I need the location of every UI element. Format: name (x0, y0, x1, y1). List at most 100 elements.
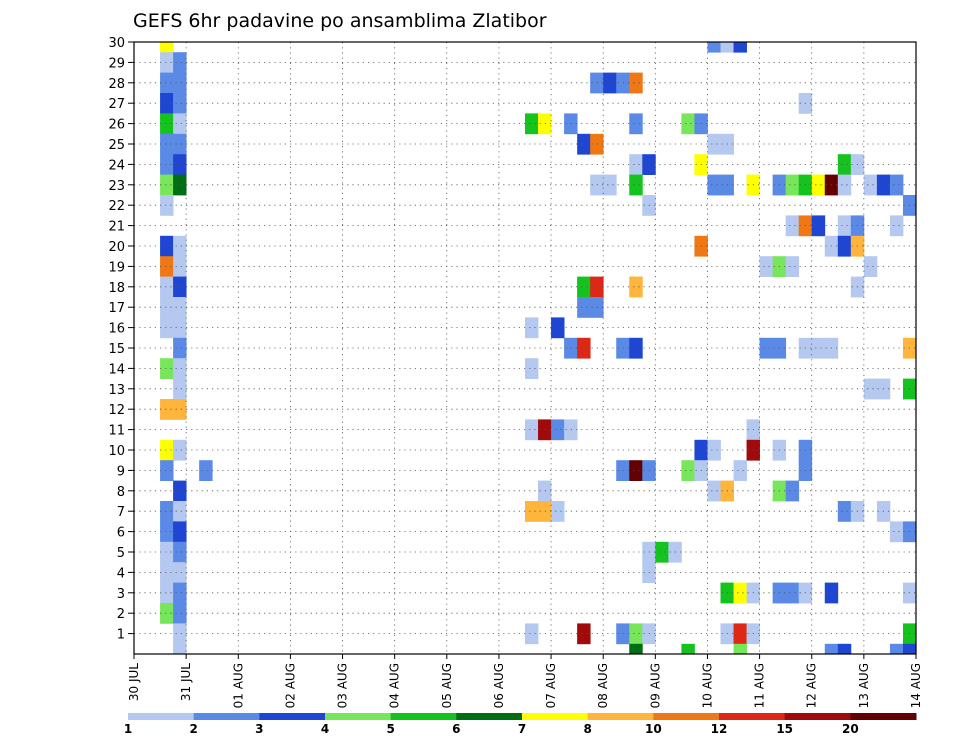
heatmap-cell (173, 501, 187, 522)
heatmap-cell (629, 623, 643, 645)
y-tick-label: 11 (108, 424, 125, 439)
heatmap-cell (577, 133, 591, 155)
colorbar-swatch (653, 713, 720, 720)
heatmap-cell (837, 643, 852, 655)
heatmap-cell (173, 358, 187, 379)
y-tick-label: 29 (108, 56, 125, 71)
heatmap-cell (173, 480, 187, 502)
y-tick-label: 22 (108, 199, 125, 214)
heatmap-cell (160, 133, 174, 155)
heatmap-cell (863, 378, 878, 400)
heatmap-cell (173, 297, 187, 318)
heatmap-cell (837, 215, 852, 237)
heatmap-cell (785, 582, 800, 604)
heatmap-cell (160, 501, 174, 522)
x-tick-label: 02 AUG (283, 663, 297, 708)
heatmap-cell (629, 154, 643, 175)
y-tick-label: 16 (108, 322, 125, 337)
colorbar-swatch (456, 713, 523, 720)
heatmap-cell (173, 256, 187, 277)
heatmap-cell (160, 113, 174, 135)
heatmap-cell (577, 623, 591, 645)
x-tick-label: 11 AUG (753, 663, 767, 708)
heatmap-cell (173, 72, 187, 94)
heatmap-cell (785, 174, 800, 196)
y-tick-label: 14 (108, 362, 125, 377)
heatmap-cell (629, 276, 643, 298)
x-tick-label: 12 AUG (805, 663, 819, 708)
y-tick-label: 4 (117, 566, 125, 581)
colorbar-label: 6 (452, 722, 460, 736)
colorbar-label: 10 (645, 722, 662, 736)
heatmap-cell (707, 439, 721, 461)
heatmap-cell (681, 643, 695, 655)
heatmap-cell (824, 643, 839, 655)
y-tick-label: 21 (108, 220, 125, 235)
heatmap-cell (173, 643, 187, 655)
heatmap-cell (759, 256, 774, 277)
heatmap-cell (160, 195, 174, 216)
y-tick-label: 18 (108, 281, 125, 296)
heatmap-cell (160, 174, 174, 196)
heatmap-cell (733, 582, 747, 604)
heatmap-cell (525, 419, 539, 441)
heatmap-cell (629, 337, 643, 359)
heatmap-cell (733, 643, 747, 655)
y-tick-label: 7 (117, 505, 125, 520)
y-tick-label: 17 (108, 301, 125, 316)
heatmap-cell (707, 174, 721, 196)
x-tick-label: 09 AUG (648, 663, 662, 708)
colorbar-label: 15 (776, 722, 793, 736)
heatmap-cell (863, 174, 878, 196)
colorbar-swatch (719, 713, 786, 720)
colorbar-label: 2 (189, 722, 197, 736)
y-tick-label: 8 (117, 485, 125, 500)
heatmap-cell (160, 521, 174, 543)
heatmap-cell (160, 297, 174, 318)
y-tick-label: 20 (108, 240, 125, 255)
heatmap-cell (538, 113, 552, 135)
heatmap-cell (160, 256, 174, 277)
heatmap-cell (160, 276, 174, 298)
heatmap-cell (173, 378, 187, 400)
heatmap-cell (551, 419, 565, 441)
x-tick-label: 06 AUG (492, 663, 506, 708)
heatmap-cell (525, 358, 539, 379)
heatmap-cell (681, 460, 695, 481)
heatmap-cell (173, 133, 187, 155)
heatmap-cell (160, 235, 174, 257)
colorbar-swatch (325, 713, 392, 720)
colorbar-label: 5 (386, 722, 394, 736)
heatmap-cell (160, 460, 174, 481)
heatmap-cell (173, 52, 187, 73)
colorbar-label: 20 (842, 722, 859, 736)
heatmap-cell (577, 337, 591, 359)
heatmap-cell (173, 582, 187, 604)
heatmap-cell (160, 42, 174, 53)
y-tick-label: 5 (117, 546, 125, 561)
y-tick-label: 27 (108, 97, 125, 112)
heatmap-cell (173, 113, 187, 135)
heatmap-cell (889, 215, 904, 237)
x-tick-label: 14 AUG (909, 663, 923, 708)
heatmap-cell (525, 113, 539, 135)
heatmap-cell (629, 72, 643, 94)
heatmap-cell (160, 154, 174, 175)
x-tick-label: 10 AUG (700, 663, 714, 708)
x-tick-label: 31 JUL (179, 663, 193, 701)
heatmap-cell (199, 460, 213, 481)
colorbar-label: 1 (124, 722, 132, 736)
y-tick-label: 10 (108, 444, 125, 459)
heatmap-cell (173, 541, 187, 563)
heatmap-cell (681, 113, 695, 135)
x-tick-label: 13 AUG (857, 663, 871, 708)
y-tick-label: 1 (117, 628, 125, 643)
y-tick-label: 6 (117, 526, 125, 541)
heatmap-cell (160, 541, 174, 563)
heatmap-cell (577, 297, 591, 318)
heatmap-cell (173, 399, 187, 420)
heatmap-cell (160, 317, 174, 339)
heatmap-cell (525, 501, 539, 522)
heatmap-cell (160, 603, 174, 624)
heatmap-cell (629, 643, 643, 655)
